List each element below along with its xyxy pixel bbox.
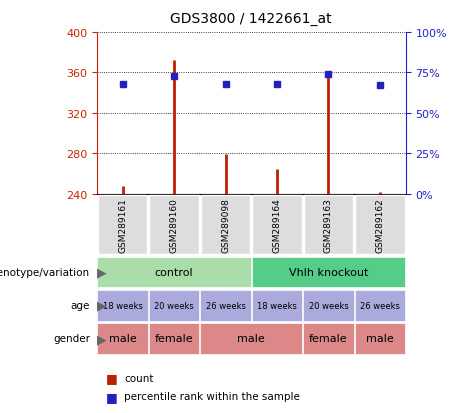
FancyBboxPatch shape [252, 257, 405, 288]
FancyBboxPatch shape [303, 323, 354, 354]
Text: ■: ■ [106, 371, 118, 385]
Text: ▶: ▶ [97, 299, 106, 312]
FancyBboxPatch shape [200, 290, 251, 321]
FancyBboxPatch shape [252, 290, 302, 321]
Text: 20 weeks: 20 weeks [308, 301, 349, 310]
Text: 18 weeks: 18 weeks [257, 301, 297, 310]
FancyBboxPatch shape [252, 195, 301, 255]
Text: ▶: ▶ [97, 332, 106, 345]
FancyBboxPatch shape [149, 323, 199, 354]
FancyBboxPatch shape [149, 290, 199, 321]
FancyBboxPatch shape [303, 290, 354, 321]
Text: GSM289161: GSM289161 [118, 198, 127, 252]
Text: female: female [155, 334, 193, 344]
Text: male: male [366, 334, 394, 344]
FancyBboxPatch shape [355, 195, 405, 255]
Text: male: male [237, 334, 265, 344]
FancyBboxPatch shape [201, 195, 250, 255]
FancyBboxPatch shape [98, 195, 147, 255]
Text: GSM289098: GSM289098 [221, 198, 230, 252]
FancyBboxPatch shape [304, 195, 353, 255]
Text: count: count [124, 373, 154, 383]
FancyBboxPatch shape [355, 290, 405, 321]
Text: Vhlh knockout: Vhlh knockout [289, 268, 368, 278]
Text: GDS3800 / 1422661_at: GDS3800 / 1422661_at [171, 12, 332, 26]
Text: female: female [309, 334, 348, 344]
Text: age: age [71, 301, 90, 311]
FancyBboxPatch shape [355, 323, 405, 354]
Text: 26 weeks: 26 weeks [206, 301, 245, 310]
Text: male: male [109, 334, 136, 344]
Text: ▶: ▶ [97, 266, 106, 279]
FancyBboxPatch shape [97, 290, 148, 321]
Text: 20 weeks: 20 weeks [154, 301, 194, 310]
FancyBboxPatch shape [97, 323, 148, 354]
Text: GSM289162: GSM289162 [375, 198, 384, 252]
FancyBboxPatch shape [97, 257, 251, 288]
Text: genotype/variation: genotype/variation [0, 268, 90, 278]
Text: ■: ■ [106, 390, 118, 403]
Text: gender: gender [53, 334, 90, 344]
Text: GSM289163: GSM289163 [324, 198, 333, 252]
Text: control: control [155, 268, 193, 278]
Text: percentile rank within the sample: percentile rank within the sample [124, 392, 301, 401]
Text: 18 weeks: 18 weeks [103, 301, 142, 310]
FancyBboxPatch shape [149, 195, 199, 255]
FancyBboxPatch shape [200, 323, 302, 354]
Text: GSM289160: GSM289160 [170, 198, 178, 252]
Text: GSM289164: GSM289164 [272, 198, 282, 252]
Text: 26 weeks: 26 weeks [360, 301, 400, 310]
